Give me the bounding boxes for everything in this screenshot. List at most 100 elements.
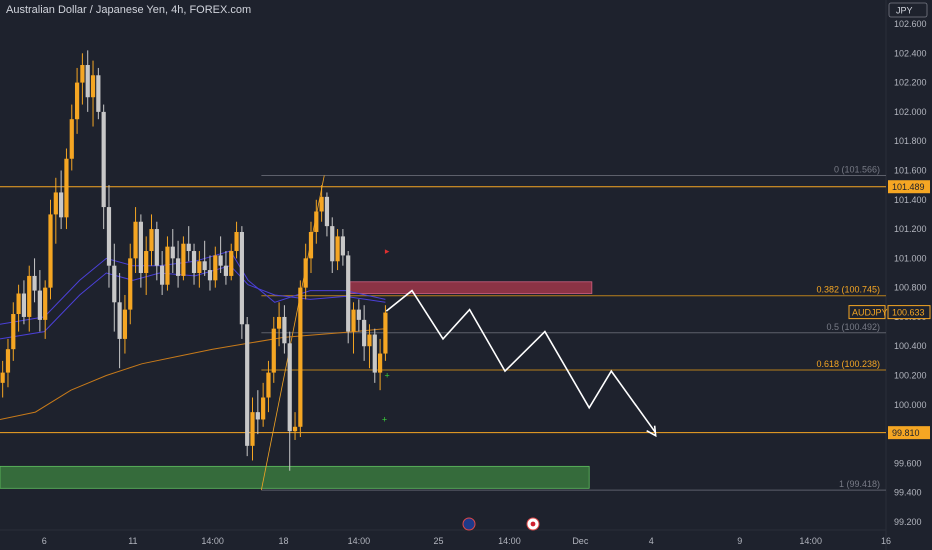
candle [308, 221, 314, 273]
candle [218, 236, 223, 273]
candle-body [377, 353, 383, 373]
candle-body [53, 192, 58, 215]
candle [96, 67, 101, 120]
candle-body [170, 246, 175, 259]
candle-body [101, 111, 106, 208]
candle-body [43, 287, 48, 320]
candle-body [292, 426, 298, 432]
candle [53, 177, 58, 244]
x-tick-label: 16 [881, 536, 891, 546]
candle [106, 185, 112, 288]
x-tick-label: 14:00 [201, 536, 224, 546]
fib-trend-line [260, 175, 325, 491]
y-tick-label: 100.000 [894, 400, 927, 410]
candle-body [324, 196, 330, 227]
y-tick-label: 101.600 [894, 165, 927, 175]
candle [5, 338, 11, 388]
candle-body [202, 261, 207, 271]
candle [117, 273, 122, 369]
candle-body [197, 261, 202, 273]
candle-body [335, 236, 340, 262]
candle-body [218, 255, 223, 266]
price-axis-panel [886, 0, 932, 550]
candle-body [96, 75, 101, 112]
candle [261, 382, 266, 427]
y-tick-label: 102.600 [894, 19, 927, 29]
candle-body [367, 334, 372, 347]
x-tick-label: 14:00 [498, 536, 521, 546]
candle [362, 305, 367, 361]
y-tick-label: 99.600 [894, 458, 922, 468]
candle-body [32, 275, 37, 291]
candle-body [261, 397, 266, 420]
candle-body [90, 75, 96, 98]
candle-body [250, 412, 255, 446]
candle [287, 331, 292, 471]
candle [282, 305, 287, 354]
candle-body [207, 270, 213, 281]
candle-body [234, 231, 239, 252]
candle [138, 214, 143, 288]
y-tick-label: 102.000 [894, 107, 927, 117]
y-tick-label: 101.000 [894, 253, 927, 263]
chart-title: Australian Dollar / Japanese Yen, 4h, FO… [6, 4, 252, 16]
candle [367, 324, 372, 369]
level-price-tag [888, 426, 930, 440]
candle-body [330, 226, 335, 262]
candle-body [372, 334, 377, 373]
candle-body [213, 255, 218, 281]
y-tick-label: 101.800 [894, 136, 927, 146]
y-tick-label: 99.200 [894, 517, 922, 527]
candle [11, 302, 16, 361]
y-tick-label: 100.200 [894, 371, 927, 381]
candle-body [112, 265, 117, 303]
candle [377, 338, 383, 391]
candle-body [21, 293, 27, 317]
candle-body [37, 290, 42, 320]
candle [351, 302, 356, 354]
candle [149, 214, 154, 266]
candle-body [287, 343, 292, 432]
candle [319, 185, 324, 222]
candle-body [181, 243, 186, 276]
candle-body [245, 324, 250, 446]
current-price-tag [887, 305, 931, 320]
candle-body [64, 158, 69, 218]
candle [197, 251, 202, 288]
candle-body [117, 302, 122, 339]
candle [292, 412, 298, 440]
level-price-tag [888, 180, 930, 194]
candle [303, 243, 308, 300]
candle-body [160, 265, 165, 285]
candle [85, 50, 90, 112]
candle [207, 255, 213, 291]
candle [191, 243, 197, 285]
candle-body [69, 119, 74, 159]
y-tick-label: 102.200 [894, 78, 927, 88]
candle [372, 328, 377, 383]
candle-body [362, 319, 367, 347]
candle-body [165, 246, 170, 285]
fib-level-label: 1 (99.418) [839, 479, 880, 489]
y-tick-label: 102.400 [894, 48, 927, 58]
candle [314, 199, 319, 244]
candle [27, 265, 32, 332]
candle-body [154, 229, 159, 266]
candle-body [80, 65, 85, 83]
candle-body [0, 372, 5, 383]
candle [80, 53, 85, 105]
candle [335, 229, 340, 271]
candle-body [282, 316, 287, 344]
candle-body [314, 211, 319, 232]
sell-marker: ▸ [385, 246, 390, 256]
projection-path [385, 289, 657, 434]
candle [266, 360, 271, 413]
fib-level-label: 0.5 (100.492) [826, 322, 880, 332]
candle [128, 243, 133, 325]
candle-body [340, 236, 345, 256]
candle-body [276, 316, 282, 329]
candle [165, 236, 170, 291]
candle-body [303, 258, 308, 288]
y-tick-label: 100.800 [894, 283, 927, 293]
